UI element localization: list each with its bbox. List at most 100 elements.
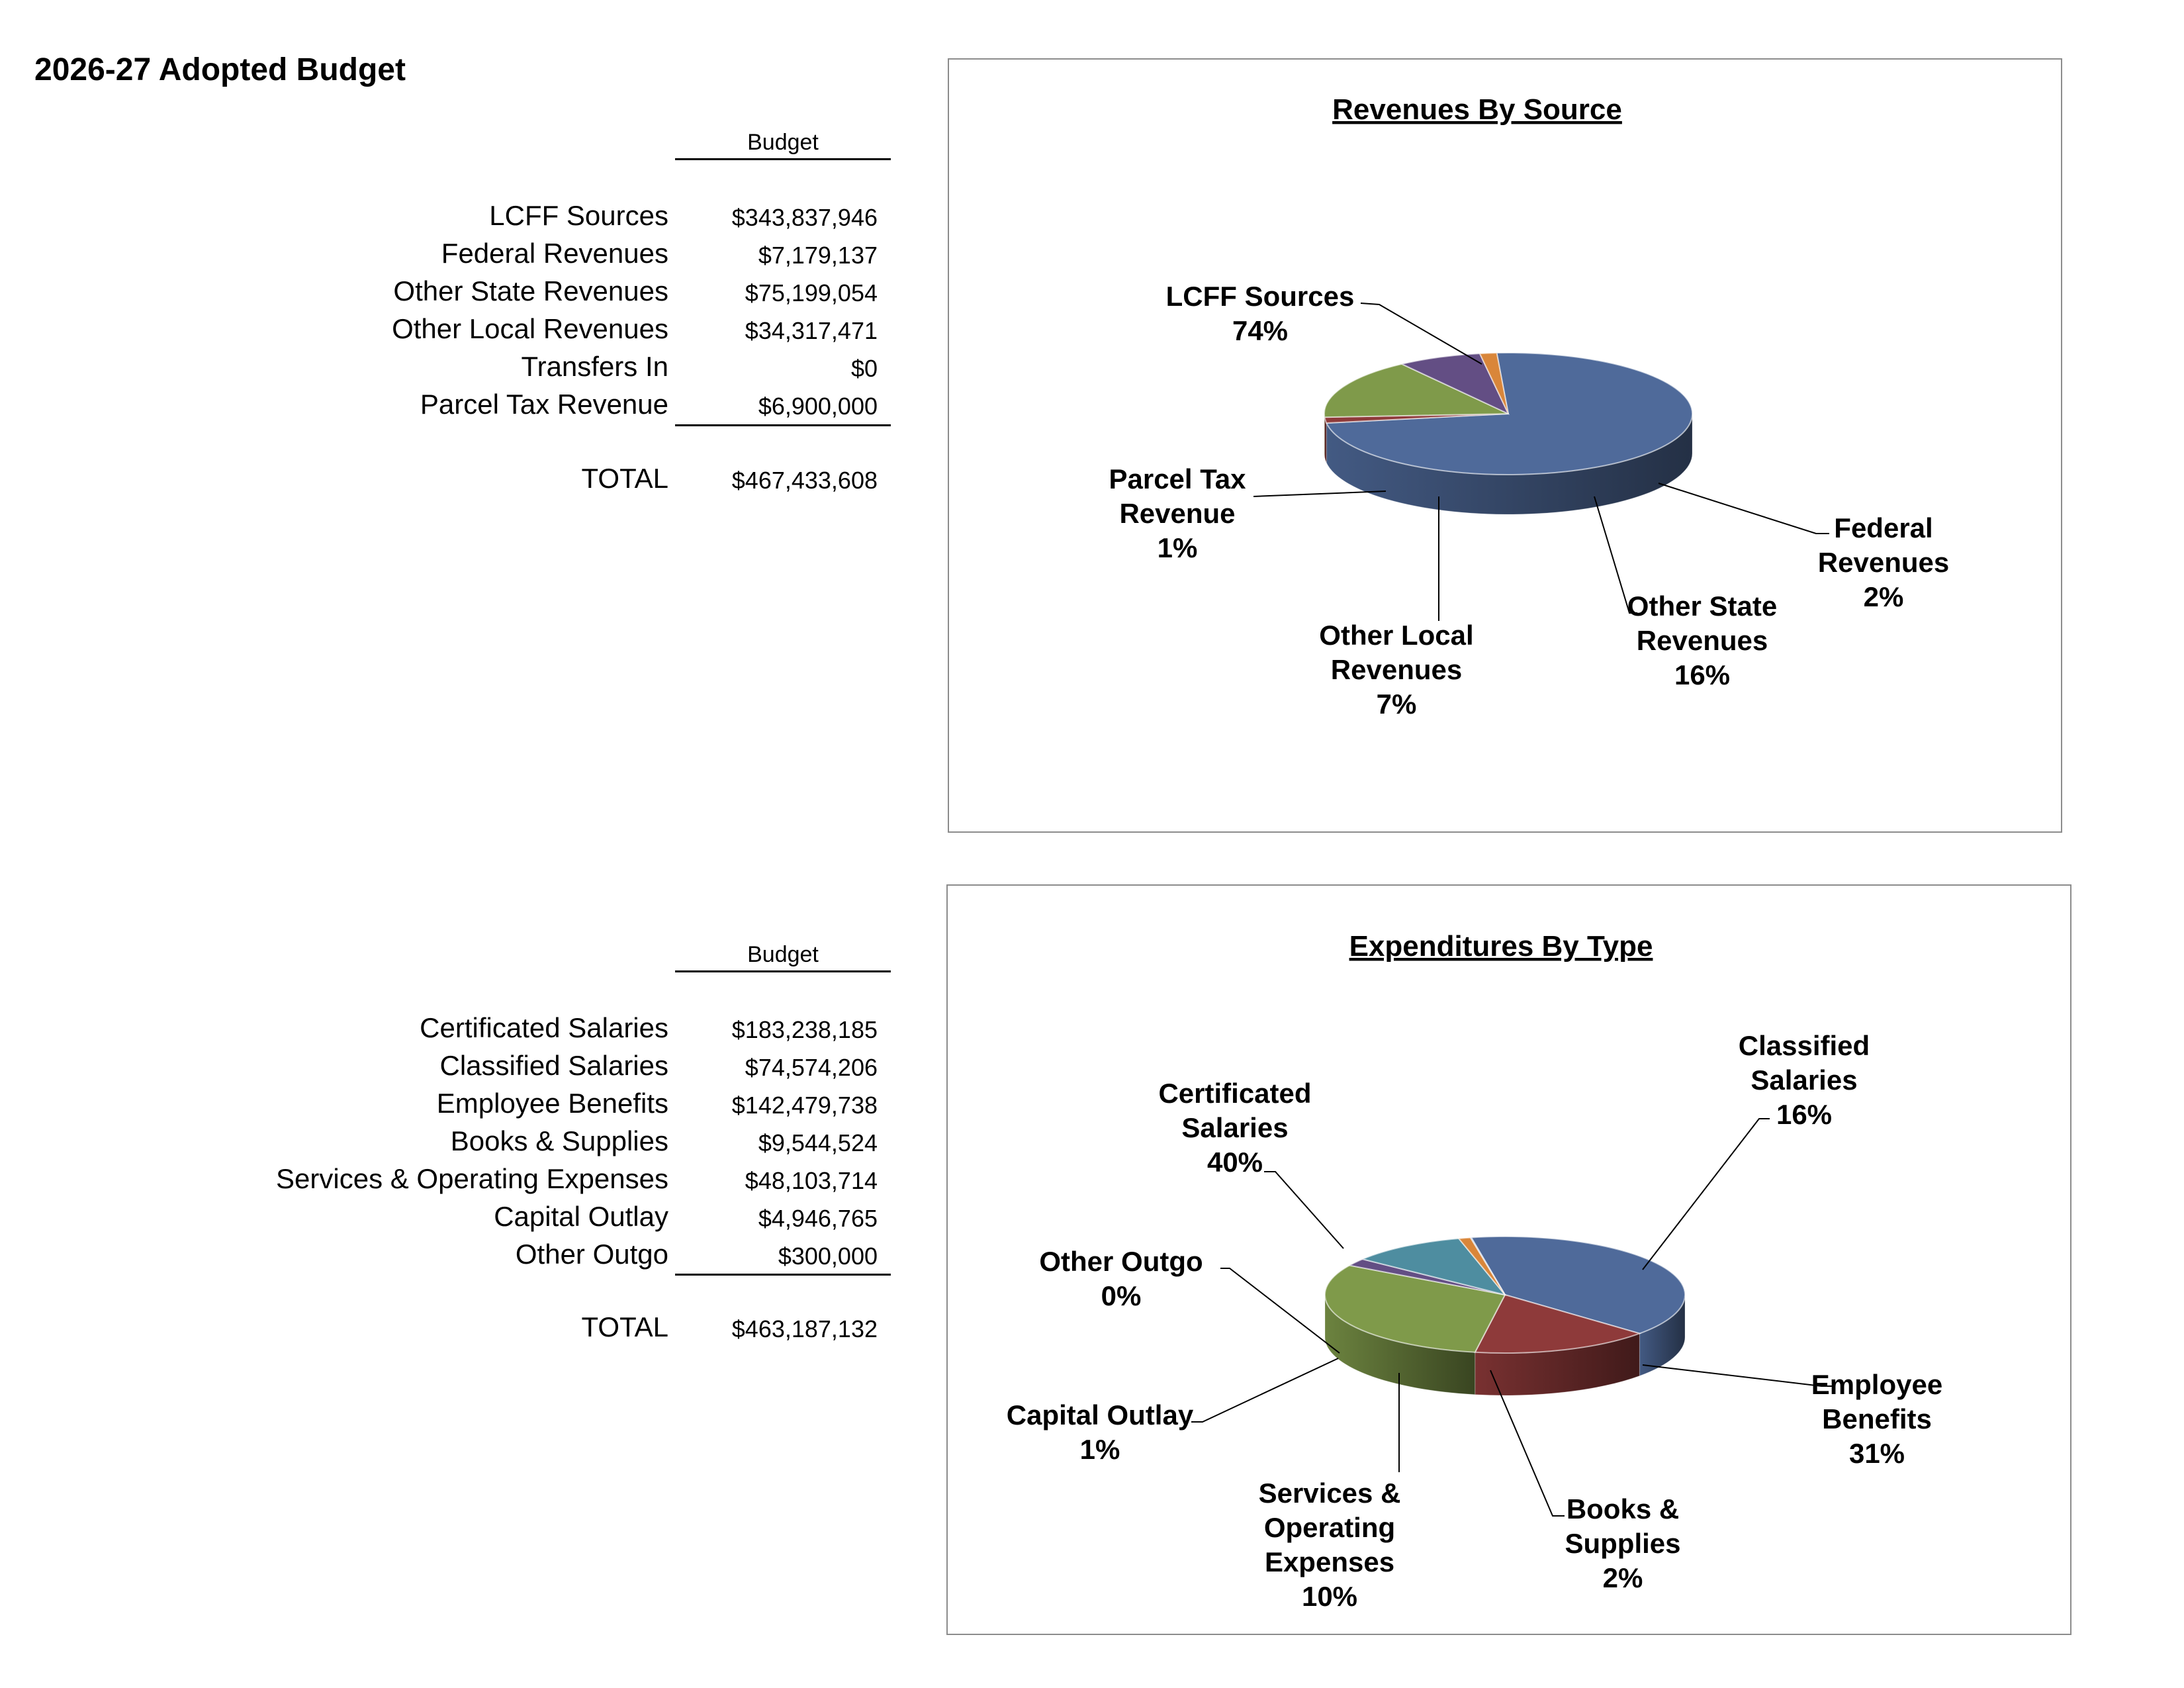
row-value: $9,544,524 — [758, 1129, 878, 1156]
row-label: Federal Revenues — [441, 238, 668, 269]
slice-percent: 16% — [1674, 659, 1730, 690]
expenditures-chart-box: Expenditures By Type Certificated Salarie… — [946, 884, 2071, 1635]
row-value: $343,837,946 — [731, 204, 878, 231]
pie-tops — [1324, 1236, 1686, 1354]
total-divider — [675, 424, 891, 426]
slice-percent: 7% — [1377, 688, 1417, 720]
slice-label-line: Services & — [1259, 1477, 1401, 1509]
row-value: $48,103,714 — [745, 1167, 878, 1194]
slice-label-line: Operating — [1264, 1512, 1395, 1543]
row-label: Capital Outlay — [494, 1201, 668, 1232]
slice-percent: 2% — [1864, 581, 1904, 612]
leader-line — [1490, 1370, 1565, 1517]
expenditures-pie-chart: Expenditures By Type CertificatedSalarie… — [1007, 930, 1942, 1612]
row-label: Certificated Salaries — [420, 1012, 668, 1043]
total-divider — [675, 1274, 891, 1276]
row-label: Transfers In — [521, 351, 668, 382]
slice-label-line: Other State — [1627, 590, 1777, 622]
slice-label-line: Certificated — [1158, 1078, 1311, 1109]
slice-label-line: Salaries — [1751, 1064, 1857, 1096]
slice-percent: 2% — [1603, 1562, 1643, 1593]
pie-slice-other-local-revenues — [1400, 353, 1510, 416]
pie-label-capital-outlay: Capital Outlay 1% — [1007, 1358, 1339, 1465]
slice-percent: 40% — [1207, 1147, 1263, 1178]
slice-label-line: Parcel Tax — [1109, 463, 1246, 494]
row-value: $142,479,738 — [731, 1092, 878, 1119]
pie-slice-employee-benefits — [1324, 1264, 1506, 1353]
slice-label-line: Capital Outlay — [1007, 1399, 1194, 1430]
slice-label-line: Revenue — [1119, 498, 1235, 529]
slice-percent: 1% — [1080, 1434, 1120, 1465]
leader-line — [1642, 1364, 1833, 1387]
total-label: TOTAL — [581, 1311, 668, 1342]
slice-label-line: Expenses — [1265, 1546, 1394, 1577]
slice-label-line: Supplies — [1565, 1528, 1680, 1559]
pie-slice-lcff-sources — [1325, 352, 1693, 475]
leader-line — [1253, 491, 1387, 497]
leader-line — [1642, 1118, 1770, 1270]
slice-label-line: Benefits — [1822, 1403, 1932, 1434]
table-row: Certificated Salaries $183,238,185 — [0, 1011, 900, 1048]
table-row: Parcel Tax Revenue $6,900,000 — [0, 387, 900, 424]
total-value: $467,433,608 — [731, 467, 878, 494]
revenues-chart-box: Revenues By Source LCFF Sources 74% Federa… — [948, 58, 2062, 833]
row-value: $4,946,765 — [758, 1205, 878, 1232]
leader-line — [1658, 483, 1829, 534]
slice-percent: 1% — [1158, 532, 1198, 563]
pie-sides — [1324, 1294, 1686, 1396]
slice-label-line: LCFF Sources — [1166, 281, 1355, 312]
table-row: Employee Benefits $142,479,738 — [0, 1086, 900, 1123]
chart-title: Revenues By Source — [1332, 93, 1622, 126]
pie-slice-other-state-revenues — [1324, 363, 1509, 418]
row-value: $74,574,206 — [745, 1054, 878, 1081]
row-value: $34,317,471 — [745, 317, 878, 344]
page-title: 2026-27 Adopted Budget — [34, 52, 406, 87]
slice-percent: 10% — [1302, 1581, 1357, 1612]
slice-label-line: Revenues — [1818, 547, 1949, 578]
row-label: LCFF Sources — [489, 200, 668, 231]
row-label: Other Outgo — [515, 1239, 668, 1270]
leader-line — [1191, 1358, 1339, 1423]
slice-percent: 16% — [1776, 1099, 1832, 1130]
slice-label-line: Employee — [1811, 1369, 1942, 1400]
slice-label-line: Federal — [1834, 512, 1933, 543]
row-value: $183,238,185 — [731, 1016, 878, 1043]
total-label: TOTAL — [581, 463, 668, 494]
row-value: $0 — [850, 355, 878, 382]
slice-percent: 74% — [1232, 315, 1288, 346]
pie-slice-other-outgo — [1469, 1237, 1506, 1295]
slice-label-line: Revenues — [1637, 625, 1768, 656]
leader-line — [1220, 1268, 1340, 1354]
pie-slice-services-and-operating-expenses — [1360, 1237, 1507, 1296]
table-row: LCFF Sources $343,837,946 — [0, 199, 900, 236]
pie-slice-certificated-salaries — [1470, 1236, 1686, 1335]
slice-label-line: Other Local — [1319, 620, 1473, 651]
slice-label-line: Revenues — [1331, 654, 1462, 685]
total-value: $463,187,132 — [731, 1315, 878, 1342]
row-value: $75,199,054 — [745, 279, 878, 306]
leader-line — [1360, 303, 1482, 365]
table-row: Transfers In $0 — [0, 350, 900, 387]
table-row: Other Outgo $300,000 — [0, 1237, 900, 1274]
table-row: Other Local Revenues $34,317,471 — [0, 312, 900, 349]
leader-line — [1594, 496, 1637, 614]
row-label: Books & Supplies — [450, 1125, 668, 1156]
slice-label-line: Other Outgo — [1039, 1246, 1203, 1277]
slice-label-line: Books & — [1567, 1493, 1679, 1524]
row-label: Other State Revenues — [393, 275, 668, 306]
total-row: TOTAL $463,187,132 — [0, 1310, 900, 1347]
table-row: Services & Operating Expenses $48,103,71… — [0, 1162, 900, 1199]
pie-slice-parcel-tax-revenue — [1479, 352, 1509, 414]
slice-percent: 31% — [1849, 1438, 1905, 1469]
pie-slice-classified-salaries — [1474, 1293, 1642, 1354]
chart-title: Expenditures By Type — [1349, 930, 1653, 962]
leader-line — [1264, 1171, 1344, 1249]
